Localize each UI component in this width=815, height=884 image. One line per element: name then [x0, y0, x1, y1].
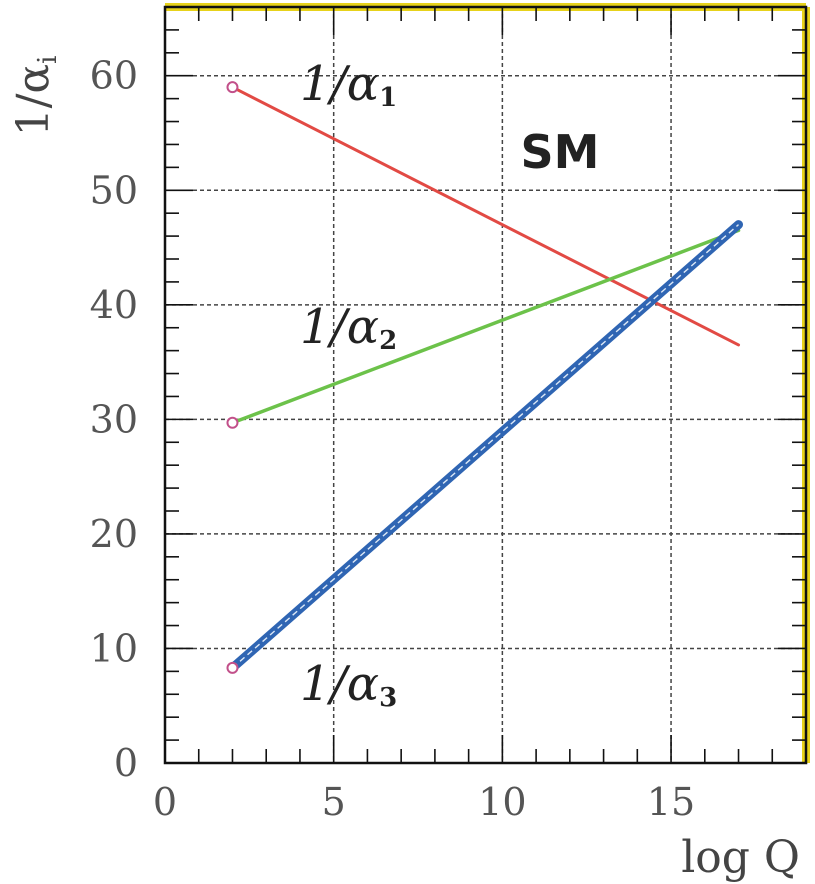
x-tick-label: 0 — [153, 780, 177, 824]
series-label-sub: 2 — [379, 326, 397, 356]
y-tick-label: 0 — [114, 741, 138, 785]
series-label-2: 1/α2 — [300, 299, 397, 356]
series-label-sub: 1 — [379, 83, 397, 113]
y-tick-label: 20 — [90, 512, 138, 556]
grid-layer — [165, 7, 806, 763]
frame-layer — [163, 3, 810, 765]
x-tick-label: 10 — [478, 780, 526, 824]
series-start-marker-3 — [226, 661, 239, 674]
y-tick-label: 40 — [90, 283, 138, 327]
y-tick-label: 30 — [90, 397, 138, 441]
marker-layer — [226, 81, 239, 674]
plot-frame — [163, 5, 808, 765]
y-axis-title-group: 1/αi — [8, 56, 63, 137]
x-axis-title: log Q — [681, 832, 800, 883]
y-axis-title: 1/αi — [8, 56, 63, 137]
series-start-marker-1 — [226, 81, 239, 94]
series-label-sub: 3 — [379, 683, 397, 713]
series-label-main: 1/α — [300, 299, 379, 355]
y-tick-label: 50 — [90, 168, 138, 212]
sm-annotation: SM — [521, 125, 600, 179]
series-label-3: 1/α3 — [300, 656, 397, 713]
x-tick-label: 15 — [647, 780, 695, 824]
y-tick-label: 10 — [90, 626, 138, 670]
series-layer — [227, 85, 744, 673]
series-start-marker-2 — [226, 416, 239, 429]
series-label-main: 1/α — [300, 656, 379, 712]
y-tick-label: 60 — [90, 54, 138, 98]
x-tick-label: 5 — [322, 780, 346, 824]
series-label-1: 1/α1 — [300, 56, 397, 113]
series-label-main: 1/α — [300, 56, 379, 112]
y-axis-title-main: 1/α — [8, 64, 59, 137]
series-line-3-highlight — [232, 224, 739, 669]
y-axis-title-sub: i — [33, 56, 63, 64]
series-line-2 — [230, 228, 741, 425]
